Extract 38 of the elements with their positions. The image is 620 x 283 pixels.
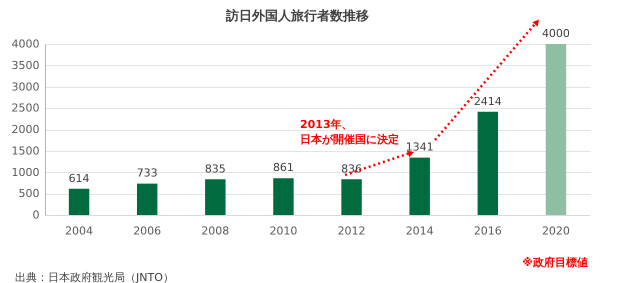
x-tick-label: 2004 (65, 224, 94, 238)
y-tick-label: 1000 (12, 166, 40, 179)
bar (409, 158, 430, 215)
chart-title: 訪日外国人旅行者数推移 (225, 8, 369, 24)
bar (478, 112, 498, 215)
y-tick-label: 2500 (12, 102, 40, 115)
x-tick-label: 2014 (406, 224, 434, 238)
bar (136, 184, 158, 215)
x-tick-label: 2008 (201, 224, 230, 238)
data-label: 835 (204, 162, 226, 176)
data-label: 4000 (542, 27, 570, 40)
annotation: 日本が開催国に決定 (300, 133, 399, 146)
y-tick-label: 500 (18, 187, 40, 200)
annotation: 2013年、 (300, 118, 353, 131)
y-tick-label: 2000 (12, 123, 40, 136)
x-tick-label: 2016 (474, 224, 502, 238)
x-tick-label: 2010 (269, 224, 298, 238)
x-tick-label: 2006 (133, 224, 162, 238)
bar (341, 179, 362, 215)
data-label: 733 (136, 166, 158, 180)
y-tick-label: 4000 (12, 38, 40, 50)
data-label: 861 (272, 161, 294, 174)
data-label: 2414 (474, 94, 502, 108)
data-label: 614 (68, 172, 90, 185)
y-tick-label: 0 (32, 208, 40, 222)
text: ※政府目標値 (522, 256, 588, 269)
source-note: 出典：日本政府観光局（JNTO） (15, 271, 174, 283)
bar (68, 188, 90, 215)
y-tick-label: 3000 (12, 80, 40, 94)
y-tick-label: 1500 (12, 144, 40, 158)
y-tick-label: 3500 (12, 58, 40, 72)
data-label: 836 (341, 162, 362, 176)
data-label: 1341 (406, 140, 434, 154)
x-tick-label: 2020 (542, 224, 570, 238)
bar (205, 179, 226, 215)
x-tick-label: 2012 (338, 224, 366, 238)
bar (273, 178, 294, 215)
bar (546, 44, 566, 215)
